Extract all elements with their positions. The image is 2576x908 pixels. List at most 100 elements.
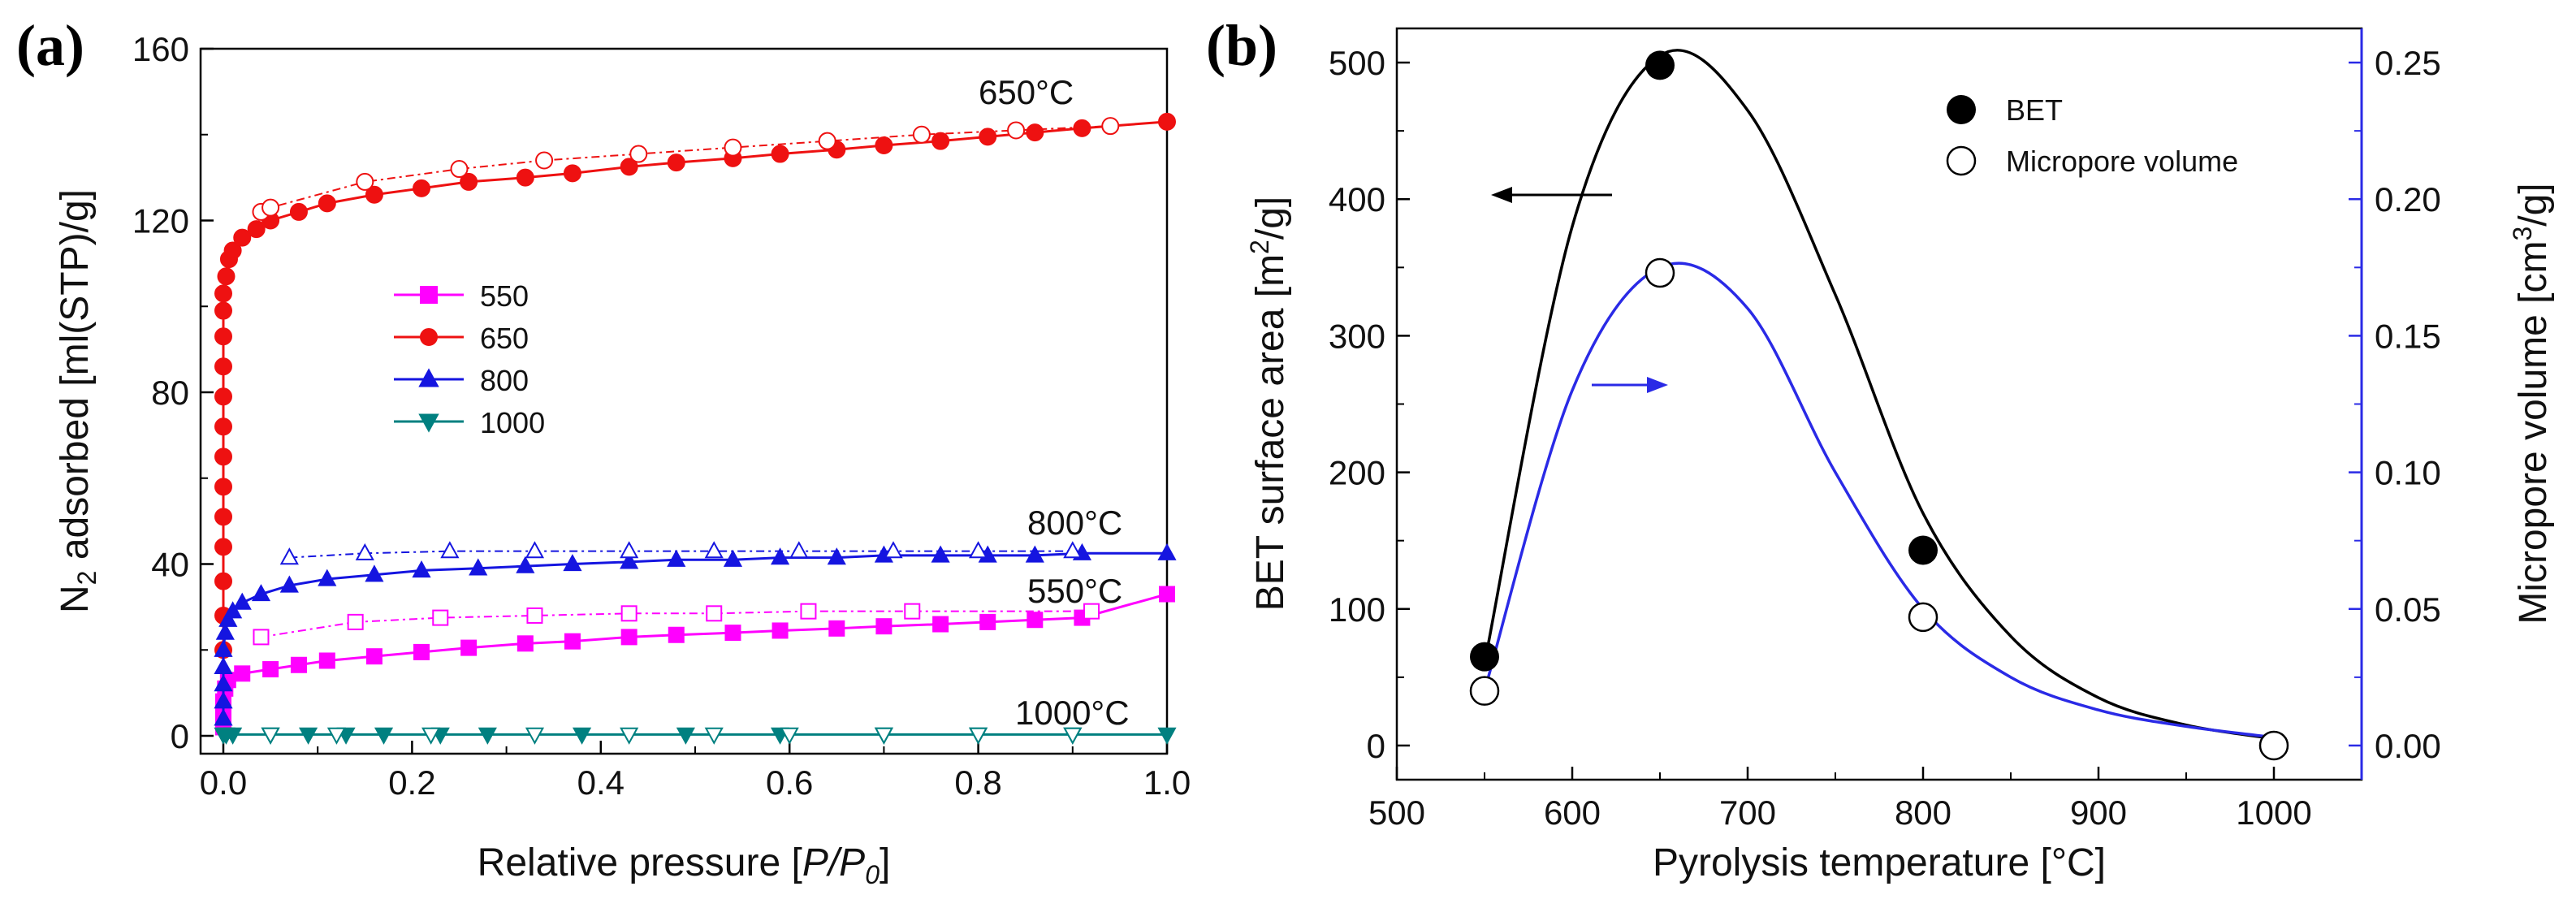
data-point-650-adsorption [318,194,336,213]
micropore-data-point [1645,257,1675,288]
data-point-1000-desorption [525,727,545,745]
data-point-800-desorption [525,541,545,559]
data-point-550-adsorption [262,661,279,678]
data-point-650-adsorption [1026,123,1044,142]
data-point-550-adsorption [365,648,383,665]
x-tick-label-b: 700 [1719,793,1776,832]
data-point-650-adsorption [931,132,950,150]
panel-b-x-axis-title: Pyrolysis temperature [°C] [1653,841,2106,884]
data-point-650-adsorption [413,179,431,197]
data-point-550-adsorption [828,620,845,637]
panel-b-right-y-axis-title: Micropore volume [cm3/g] [2508,183,2555,624]
data-point-800-adsorption [215,622,235,640]
data-point-550-adsorption [234,665,251,682]
data-point-1000-adsorption [572,727,592,745]
y-tick-label-a: 0 [171,717,189,755]
data-point-550-desorption [432,609,449,626]
data-point-650-adsorption [1073,119,1091,137]
data-point-550-adsorption [1159,586,1175,603]
y-tick-label-a: 160 [132,30,189,68]
data-point-650-adsorption [516,168,534,187]
y-right-tick-label-b: 0.05 [2375,590,2441,629]
legend-marker-550 [420,286,438,304]
panel-a-frame [199,47,1169,755]
fit-curve-left [1483,49,2275,741]
data-point-550-adsorption [620,629,638,646]
micropore-data-point [2258,730,2289,761]
micropore-data-point [1469,676,1500,706]
y-left-tick-label-b: 500 [1329,44,1385,82]
panel-a-label: (a) [16,13,84,78]
x-tick-label-b: 600 [1544,793,1601,832]
data-point-650-adsorption [771,145,789,163]
data-point-650-adsorption [217,267,236,286]
y-right-tick-label-b: 0.20 [2375,180,2441,218]
data-point-550-desorption [620,605,638,622]
data-point-1000-desorption [326,727,347,745]
data-point-1000-desorption [1063,727,1083,745]
data-point-550-desorption [1083,603,1100,620]
data-point-800-adsorption [931,545,950,563]
y-right-tick-label-b: 0.00 [2375,727,2441,765]
data-point-550-adsorption [318,652,335,669]
data-point-650-adsorption [214,417,232,436]
data-point-650-adsorption [875,136,893,154]
legend-marker-1000 [418,413,439,433]
x-tick-label-a: 0.6 [766,763,813,802]
x-tick-label-a: 0.2 [388,763,435,802]
data-point-550-adsorption [979,613,996,630]
data-point-650-desorption [912,125,931,144]
panel-b-label: (b) [1206,13,1277,78]
data-point-800-desorption [1063,541,1083,559]
legend-marker-800 [418,368,439,387]
data-point-800-desorption [884,541,903,559]
y-left-tick-label-b: 100 [1329,590,1385,629]
legend-micropore-marker [1946,145,1977,176]
data-point-800-adsorption [223,601,243,619]
data-point-650-adsorption [214,508,232,526]
data-point-1000-adsorption [1157,727,1177,745]
data-point-550-desorption [253,629,270,646]
data-point-550-adsorption [290,656,307,673]
data-point-800-adsorption [218,609,238,627]
data-point-1000-adsorption [298,727,318,745]
data-point-650-adsorption [214,327,232,346]
legend-micropore-label: Micropore volume [2006,145,2238,178]
legend-bet-label: BET [2006,93,2063,127]
series-line-650-desorption [261,125,1111,213]
data-point-800-adsorption [232,592,252,610]
data-point-650-adsorption [214,387,232,406]
legend-bet-marker [1947,95,1976,124]
data-point-650-desorption [450,160,469,179]
data-point-800-adsorption [667,549,686,567]
data-point-650-adsorption [214,301,232,320]
series-line-800-desorption [289,550,1073,559]
axis-arrows [1491,187,1668,393]
x-tick-label-a: 1.0 [1143,763,1191,802]
y-left-tick-label-b: 300 [1329,317,1385,355]
data-point-650-adsorption [563,164,581,183]
data-point-650-adsorption [214,478,232,496]
micropore-data-point [1908,602,1938,633]
data-point-800-desorption [279,547,299,565]
data-point-1000-desorption [969,727,988,745]
series-line-650-adsorption [222,120,1168,651]
data-point-1000-desorption [421,727,441,745]
legend-label-800: 800 [480,364,529,397]
data-point-650-adsorption [1158,112,1176,131]
data-point-550-adsorption [875,618,893,635]
x-tick-label-b: 1000 [2236,793,2311,832]
data-point-550-adsorption [932,616,949,633]
data-point-550-desorption [347,613,364,630]
data-point-800-adsorption [723,549,743,567]
panel-a-legend: 550 650 800 1000 [394,279,545,439]
data-point-650-desorption [535,151,554,170]
data-point-800-desorption [620,541,639,559]
fit-curve-right [1483,262,2275,739]
data-point-1000-adsorption [478,727,497,745]
data-point-1000-adsorption [374,727,394,745]
y-tick-label-a: 80 [151,374,189,412]
x-tick-label-a: 0.0 [200,763,247,802]
panel-a: (a) 0.0 0.2 0.4 0.6 0.8 1.0 0 40 80 120 160 550 650… [16,13,1191,889]
data-point-800-desorption [969,541,988,559]
